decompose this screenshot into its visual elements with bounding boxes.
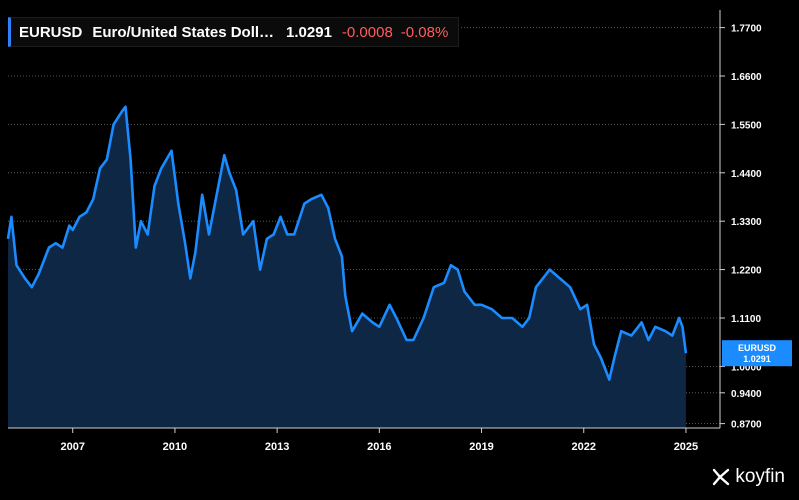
price-line[interactable] (6, 105, 688, 381)
y-tick-label-0: 1.7700 (731, 24, 762, 35)
ticker-symbol: EURUSD (19, 23, 83, 41)
x-axis-ticks: 2007 2010 2013 2016 2019 2022 2025 (60, 428, 698, 453)
y-tick-label-3: 1.4400 (731, 169, 762, 180)
y-tick-label-8: 0.9400 (731, 389, 762, 400)
x-tick-label-5: 2022 (571, 441, 595, 453)
last-price-tag: EURUSD 1.0291 (722, 340, 792, 367)
brand-name: koyfin (735, 466, 785, 487)
price-change: -0.0008 (341, 23, 393, 41)
x-tick-label-4: 2019 (469, 441, 493, 453)
x-tick-label-2: 2013 (265, 441, 289, 453)
price-tag-label: EURUSD (738, 343, 777, 353)
price-area (8, 106, 686, 429)
instrument-header[interactable]: EURUSD Euro/United States Doll… 1.0291 -… (8, 17, 460, 47)
y-tick-label-4: 1.3300 (731, 217, 762, 228)
price-tag-value: 1.0291 (743, 354, 771, 364)
x-tick-label-0: 2007 (60, 441, 84, 453)
koyfin-logo-icon (713, 468, 730, 486)
y-tick-label-7: 1.0000 (731, 362, 762, 373)
y-tick-label-1: 1.6600 (731, 72, 762, 83)
y-tick-label-6: 1.1100 (731, 314, 761, 325)
price-change-percent: -0.08% (400, 23, 449, 41)
x-tick-label-6: 2025 (674, 441, 698, 453)
y-tick-label-5: 1.2200 (731, 266, 762, 277)
last-price: 1.0291 (286, 23, 332, 41)
x-tick-label-3: 2016 (367, 441, 391, 453)
y-tick-label-2: 1.5500 (731, 120, 762, 131)
instrument-name: Euro/United States Doll… (92, 23, 275, 41)
x-tick-label-1: 2010 (163, 441, 187, 453)
y-axis-ticks: 1.7700 1.6600 1.5500 1.4400 1.3300 1.2200 1.11… (720, 24, 762, 431)
y-tick-label-9: 0.8700 (731, 420, 762, 431)
price-tag-box (722, 340, 792, 367)
koyfin-logo: koyfin (712, 466, 785, 488)
